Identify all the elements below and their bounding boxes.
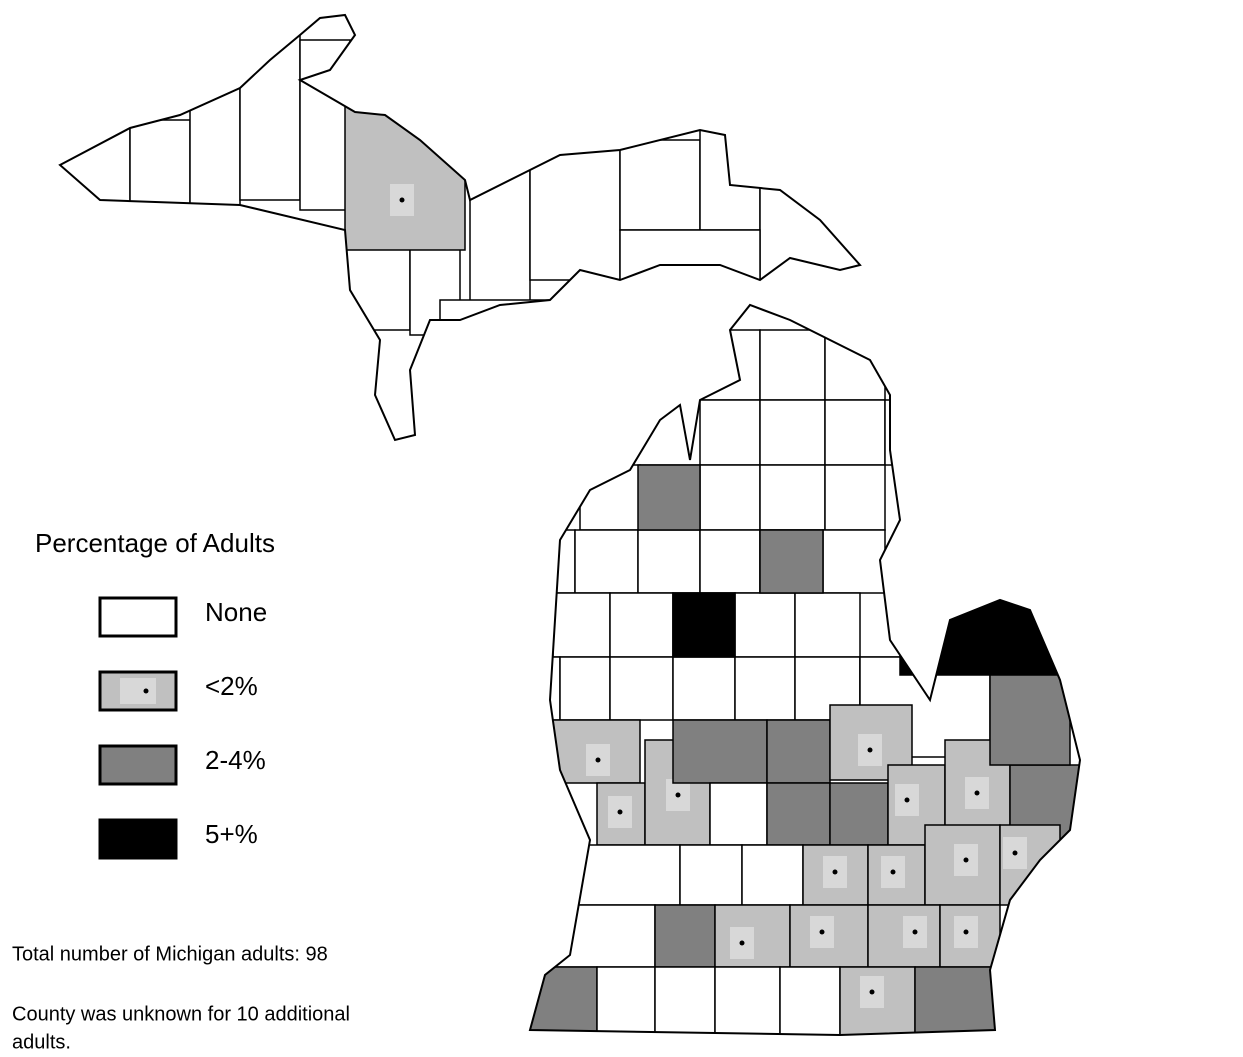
lower-peninsula: [530, 329, 1080, 1035]
county: [189, 59, 241, 216]
legend-title: Percentage of Adults: [35, 528, 275, 558]
note: Total number of Michigan adults: 98: [12, 943, 328, 965]
county: [734, 592, 796, 658]
legend-swatch: [98, 744, 178, 786]
county: [794, 656, 861, 721]
county-dot: [904, 797, 910, 803]
county-dot: [739, 940, 745, 946]
county-dot: [869, 989, 875, 995]
legend-label: 5+%: [205, 819, 258, 849]
county: [734, 656, 796, 721]
county: [344, 99, 466, 251]
county: [60, 99, 131, 211]
county: [824, 399, 886, 466]
county: [714, 966, 781, 1035]
legend-label: <2%: [205, 671, 258, 701]
county: [559, 656, 611, 721]
county: [699, 464, 761, 531]
county: [409, 244, 461, 336]
county: [530, 592, 554, 658]
county: [654, 966, 716, 1035]
legend-swatch: [98, 818, 178, 860]
county: [239, 15, 301, 201]
county-dot: [675, 792, 681, 798]
county: [829, 782, 889, 846]
county-dot: [819, 929, 825, 935]
county: [824, 464, 886, 531]
county: [766, 782, 831, 846]
county-dot: [963, 929, 969, 935]
legend: Percentage of Adults None <2% 2-4% 5+%: [35, 528, 275, 860]
county-dot: [963, 857, 969, 863]
county: [989, 674, 1071, 766]
county-dot: [1012, 850, 1018, 856]
county-dot: [832, 869, 838, 875]
county-dot: [974, 790, 980, 796]
note: adults.: [12, 1031, 71, 1053]
county: [672, 592, 736, 658]
county: [672, 656, 736, 721]
county: [899, 579, 1071, 676]
county-dot: [399, 197, 405, 203]
county: [530, 529, 576, 594]
county: [822, 529, 886, 594]
county: [619, 139, 701, 231]
county: [596, 966, 656, 1035]
legend-swatch: [98, 596, 178, 638]
county-dot: [912, 929, 918, 935]
county: [779, 966, 841, 1035]
county: [794, 592, 861, 658]
county: [699, 399, 761, 466]
county: [579, 464, 641, 531]
county: [637, 464, 701, 531]
county: [530, 844, 681, 906]
county: [574, 529, 639, 594]
county: [741, 844, 804, 906]
county-dot: [867, 747, 873, 753]
county: [759, 529, 824, 594]
county: [609, 656, 674, 721]
county: [637, 529, 701, 594]
county: [530, 904, 656, 968]
county: [672, 719, 768, 784]
county-dot: [617, 809, 623, 815]
county: [699, 329, 761, 401]
legend-highlight: [120, 678, 156, 704]
county: [654, 904, 716, 968]
county: [679, 844, 743, 906]
county: [884, 399, 951, 466]
legend-label: 2-4%: [205, 745, 266, 775]
county-dot: [890, 869, 896, 875]
county: [824, 329, 886, 401]
county: [619, 229, 761, 311]
county: [129, 119, 191, 216]
note: County was unknown for 10 additional: [12, 1003, 350, 1025]
county: [609, 592, 674, 658]
lower-outline: [528, 303, 1082, 1037]
county: [299, 39, 351, 211]
legend-dot: [143, 688, 149, 694]
county: [529, 149, 621, 281]
county: [552, 592, 611, 658]
county: [439, 299, 561, 440]
county: [709, 782, 768, 846]
legend-label: None: [205, 597, 267, 627]
county: [766, 719, 831, 784]
county: [759, 464, 826, 531]
county: [639, 329, 701, 401]
county-dot: [595, 757, 601, 763]
county: [759, 329, 826, 401]
county: [530, 966, 598, 1035]
upper-outline: [58, 13, 862, 442]
county: [699, 529, 761, 594]
county: [759, 399, 826, 466]
